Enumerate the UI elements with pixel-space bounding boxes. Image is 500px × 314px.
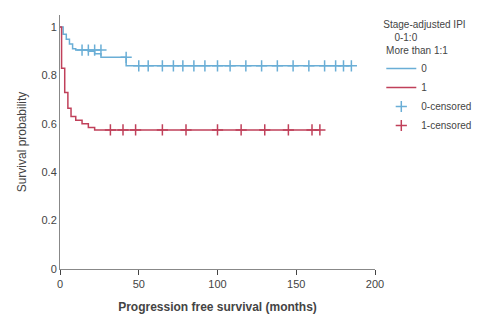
svg-text:200: 200 bbox=[366, 278, 384, 290]
svg-text:0.6: 0.6 bbox=[42, 118, 57, 130]
svg-text:150: 150 bbox=[287, 278, 305, 290]
svg-text:0.4: 0.4 bbox=[42, 166, 57, 178]
svg-text:0-censored: 0-censored bbox=[421, 101, 471, 112]
svg-text:Stage-adjusted IPI 0-1:0 Mo: Stage-adjusted IPI 0-1:0 More than 1:1 bbox=[383, 19, 465, 56]
svg-text:0.2: 0.2 bbox=[42, 214, 57, 226]
svg-text:Survival probability: Survival probability bbox=[15, 92, 29, 193]
svg-text:0.8: 0.8 bbox=[42, 69, 57, 81]
svg-text:0: 0 bbox=[57, 278, 63, 290]
svg-text:1: 1 bbox=[421, 82, 427, 93]
svg-text:50: 50 bbox=[133, 278, 145, 290]
svg-text:0: 0 bbox=[421, 63, 427, 74]
svg-text:1: 1 bbox=[51, 21, 57, 33]
svg-text:1-censored: 1-censored bbox=[421, 120, 471, 131]
svg-text:100: 100 bbox=[208, 278, 226, 290]
svg-text:Progression free survival (mon: Progression free survival (months) bbox=[118, 300, 317, 314]
svg-text:0: 0 bbox=[51, 263, 57, 275]
